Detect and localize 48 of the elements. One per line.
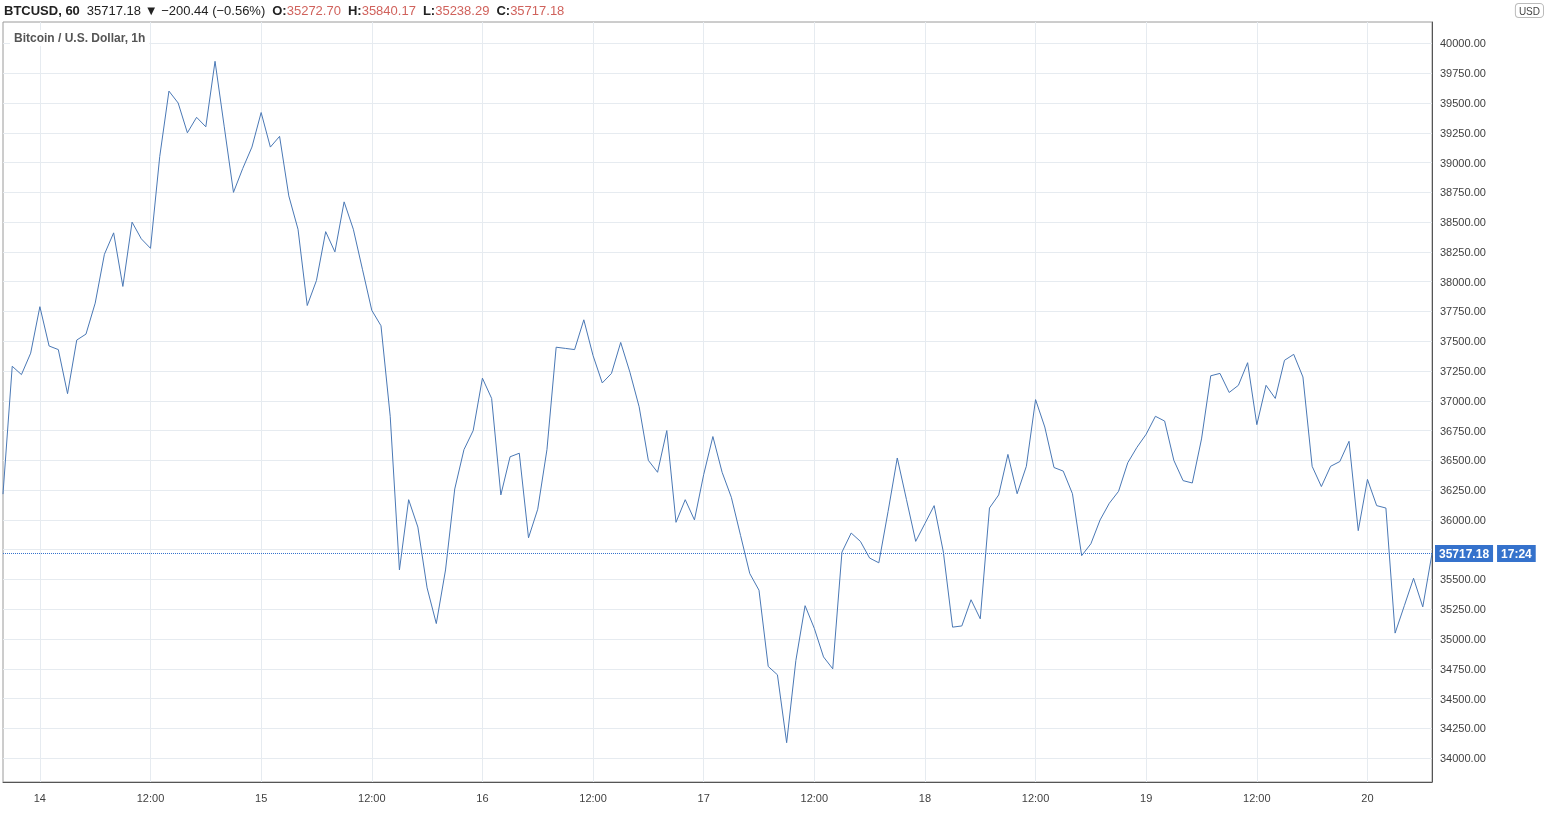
- y-tick-label: 39000.00: [1440, 156, 1486, 169]
- x-tick-label: 12:00: [1243, 791, 1271, 804]
- x-tick-label: 12:00: [800, 791, 829, 804]
- y-tick-label: 38250.00: [1440, 245, 1486, 258]
- y-tick-label: 37000.00: [1440, 394, 1486, 407]
- y-tick-label: 37750.00: [1440, 305, 1486, 318]
- y-tick-label: 35500.00: [1440, 573, 1486, 586]
- y-tick-label: 34000.00: [1440, 752, 1486, 765]
- y-tick-label: 35250.00: [1440, 603, 1486, 616]
- line-series: [2, 60, 1433, 744]
- y-tick-label: 39750.00: [1440, 67, 1486, 80]
- y-tick-label: 36500.00: [1440, 454, 1486, 467]
- y-tick-label: 35000.00: [1440, 633, 1486, 646]
- y-tick-label: 40000.00: [1440, 37, 1486, 50]
- x-tick-label: 19: [1140, 791, 1153, 804]
- x-tick-label: 12:00: [579, 791, 607, 804]
- text: 17:24: [1501, 546, 1533, 561]
- x-tick-label: 12:00: [1021, 791, 1050, 804]
- x-tick-label: 20: [1361, 791, 1374, 804]
- x-tick-label: 14: [33, 791, 46, 804]
- y-tick-label: 38000.00: [1440, 275, 1486, 288]
- text: O:35272.70: [272, 3, 341, 18]
- y-tick-label: 36000.00: [1440, 513, 1486, 526]
- y-tick-label: 34500.00: [1440, 692, 1486, 705]
- chart-title: BTCUSD, 60: [4, 3, 80, 18]
- x-tick-label: 16: [476, 791, 489, 804]
- y-tick-label: 34750.00: [1440, 662, 1486, 675]
- y-tick-label: 38500.00: [1440, 216, 1486, 229]
- text: L:35238.29: [422, 3, 490, 18]
- y-tick-label: 36250.00: [1440, 484, 1486, 497]
- y-tick-label: 34250.00: [1440, 722, 1486, 735]
- y-tick-label: 37500.00: [1440, 335, 1486, 348]
- text: Bitcoin / U.S. Dollar, 1h: [14, 31, 146, 45]
- y-tick-label: 36750.00: [1440, 424, 1486, 437]
- x-tick-label: 15: [255, 791, 268, 804]
- text: 35717.18 ▼ −200.44 (−0.56%): [86, 3, 266, 18]
- x-tick-label: 12:00: [358, 791, 386, 804]
- text: USD: [1518, 5, 1541, 17]
- x-tick-label: 18: [918, 791, 932, 804]
- y-tick-label: 39500.00: [1440, 97, 1486, 109]
- x-tick-label: 12:00: [136, 791, 165, 804]
- y-tick-label: 37250.00: [1440, 365, 1486, 378]
- ref-line-label: 35717.18: [1439, 546, 1490, 561]
- text: C:35717.18: [496, 3, 565, 18]
- y-tick-label: 38750.00: [1440, 186, 1486, 199]
- y-tick-label: 39250.00: [1440, 126, 1486, 139]
- x-tick-label: 17: [697, 791, 710, 804]
- text: H:35840.17: [347, 3, 416, 18]
